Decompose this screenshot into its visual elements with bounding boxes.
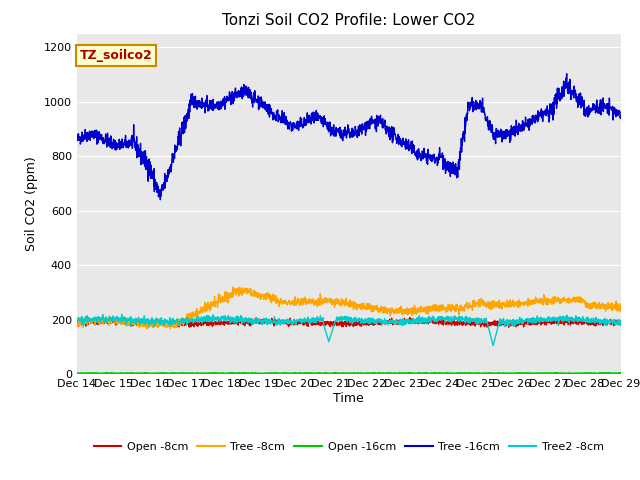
Tree -16cm xyxy=(602,105,609,111)
Open -8cm xyxy=(505,324,513,330)
Tree2 -8cm xyxy=(338,314,346,320)
Tree -16cm xyxy=(338,132,346,138)
Tree2 -8cm xyxy=(101,319,109,325)
Open -8cm xyxy=(337,322,345,328)
Tree -8cm xyxy=(338,298,346,303)
Open -16cm xyxy=(338,371,346,376)
Tree2 -8cm xyxy=(617,318,625,324)
Tree -16cm xyxy=(617,115,625,121)
Tree -8cm xyxy=(502,303,509,309)
Line: Tree -16cm: Tree -16cm xyxy=(77,73,621,200)
Tree -8cm xyxy=(602,305,609,311)
Tree2 -8cm xyxy=(602,315,609,321)
Line: Open -8cm: Open -8cm xyxy=(77,317,621,327)
Legend: Open -8cm, Tree -8cm, Open -16cm, Tree -16cm, Tree2 -8cm: Open -8cm, Tree -8cm, Open -16cm, Tree -… xyxy=(89,438,609,457)
Open -16cm xyxy=(602,371,609,376)
Open -16cm xyxy=(602,371,609,377)
Tree2 -8cm xyxy=(99,312,106,317)
Line: Tree2 -8cm: Tree2 -8cm xyxy=(77,314,621,346)
Tree2 -8cm xyxy=(602,316,609,322)
Tree -16cm xyxy=(602,103,609,109)
Open -16cm xyxy=(617,371,625,376)
Tree -16cm xyxy=(563,71,570,76)
Tree2 -8cm xyxy=(323,333,331,339)
Tree -8cm xyxy=(617,303,625,309)
Tree -16cm xyxy=(73,135,81,141)
Open -8cm xyxy=(617,322,625,328)
Line: Open -16cm: Open -16cm xyxy=(77,373,621,374)
Open -16cm xyxy=(73,371,81,377)
Open -8cm xyxy=(602,320,609,325)
Open -16cm xyxy=(323,371,331,376)
Tree -16cm xyxy=(100,138,108,144)
Tree -16cm xyxy=(323,119,331,125)
Tree -8cm xyxy=(143,326,151,332)
Open -8cm xyxy=(501,322,509,328)
Tree -8cm xyxy=(100,319,108,325)
Tree -8cm xyxy=(229,284,237,290)
Tree -16cm xyxy=(157,197,164,203)
Open -8cm xyxy=(323,319,331,324)
Open -8cm xyxy=(562,314,570,320)
Line: Tree -8cm: Tree -8cm xyxy=(77,287,621,329)
Title: Tonzi Soil CO2 Profile: Lower CO2: Tonzi Soil CO2 Profile: Lower CO2 xyxy=(222,13,476,28)
Tree2 -8cm xyxy=(502,322,509,327)
Y-axis label: Soil CO2 (ppm): Soil CO2 (ppm) xyxy=(25,156,38,252)
X-axis label: Time: Time xyxy=(333,392,364,405)
Tree -8cm xyxy=(324,297,332,303)
Open -8cm xyxy=(602,322,609,327)
Open -8cm xyxy=(100,317,108,323)
Tree2 -8cm xyxy=(490,343,497,348)
Tree2 -8cm xyxy=(73,318,81,324)
Open -16cm xyxy=(316,370,323,376)
Open -16cm xyxy=(511,371,519,377)
Open -16cm xyxy=(100,371,108,377)
Open -16cm xyxy=(502,371,509,377)
Open -8cm xyxy=(73,321,81,327)
Text: TZ_soilco2: TZ_soilco2 xyxy=(79,49,152,62)
Tree -8cm xyxy=(73,321,81,327)
Tree -16cm xyxy=(502,131,509,137)
Tree -8cm xyxy=(602,308,609,314)
